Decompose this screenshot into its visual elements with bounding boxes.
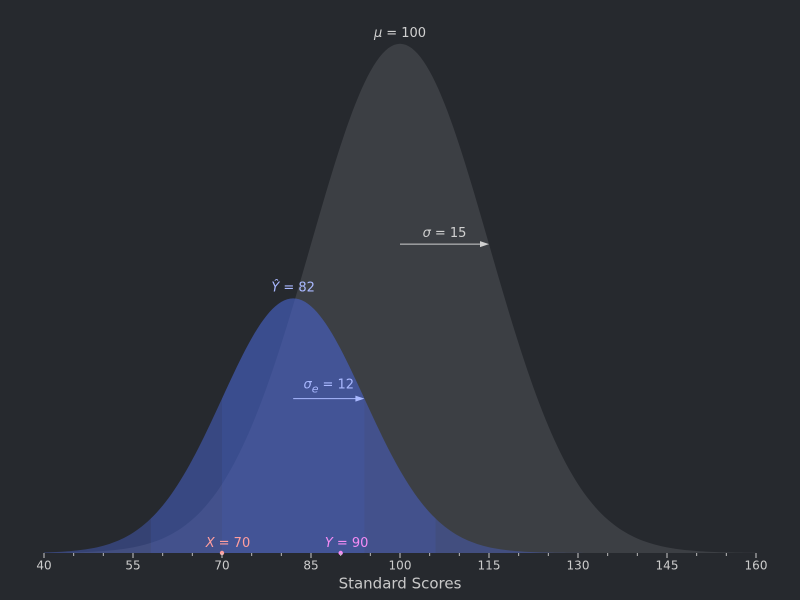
x-tick-label: 85 — [303, 559, 318, 573]
symbol: Ŷ — [271, 279, 280, 295]
symbol: X — [205, 536, 216, 551]
arrow-head — [480, 241, 489, 248]
x-tick-label: 100 — [389, 559, 412, 573]
x-tick-label: 115 — [478, 559, 501, 573]
x-tick-label: 55 — [125, 559, 140, 573]
distribution-curve — [44, 298, 756, 553]
mean-label: Ŷ = 82 — [271, 279, 315, 295]
x-axis-label: Standard Scores — [339, 575, 462, 593]
mean-label: μ = 100 — [373, 25, 426, 40]
subscript: e — [312, 383, 319, 396]
symbol: σ — [423, 226, 432, 241]
arrow-head — [355, 395, 365, 402]
x-tick-label: 40 — [36, 559, 51, 573]
point-label: X = 70 — [205, 536, 250, 551]
sd-label: σe = 12 — [303, 377, 354, 396]
label-text: = 12 — [323, 377, 355, 392]
x-tick-label: 70 — [214, 559, 229, 573]
label-text: = 15 — [435, 226, 467, 241]
x-tick-label: 145 — [656, 559, 679, 573]
x-tick-label: 130 — [567, 559, 590, 573]
symbol: Y — [325, 536, 334, 551]
symbol: μ — [373, 25, 382, 40]
label-text: = 90 — [337, 536, 369, 551]
symbol: σ — [303, 377, 312, 392]
x-tick-label: 160 — [745, 559, 768, 573]
label-text: = 82 — [283, 280, 315, 295]
label-text: = 100 — [386, 25, 426, 40]
sd-label: σ = 15 — [423, 226, 467, 241]
distribution-curve — [44, 43, 756, 554]
label-text: = 70 — [219, 536, 251, 551]
point-label: Y = 90 — [325, 536, 369, 551]
